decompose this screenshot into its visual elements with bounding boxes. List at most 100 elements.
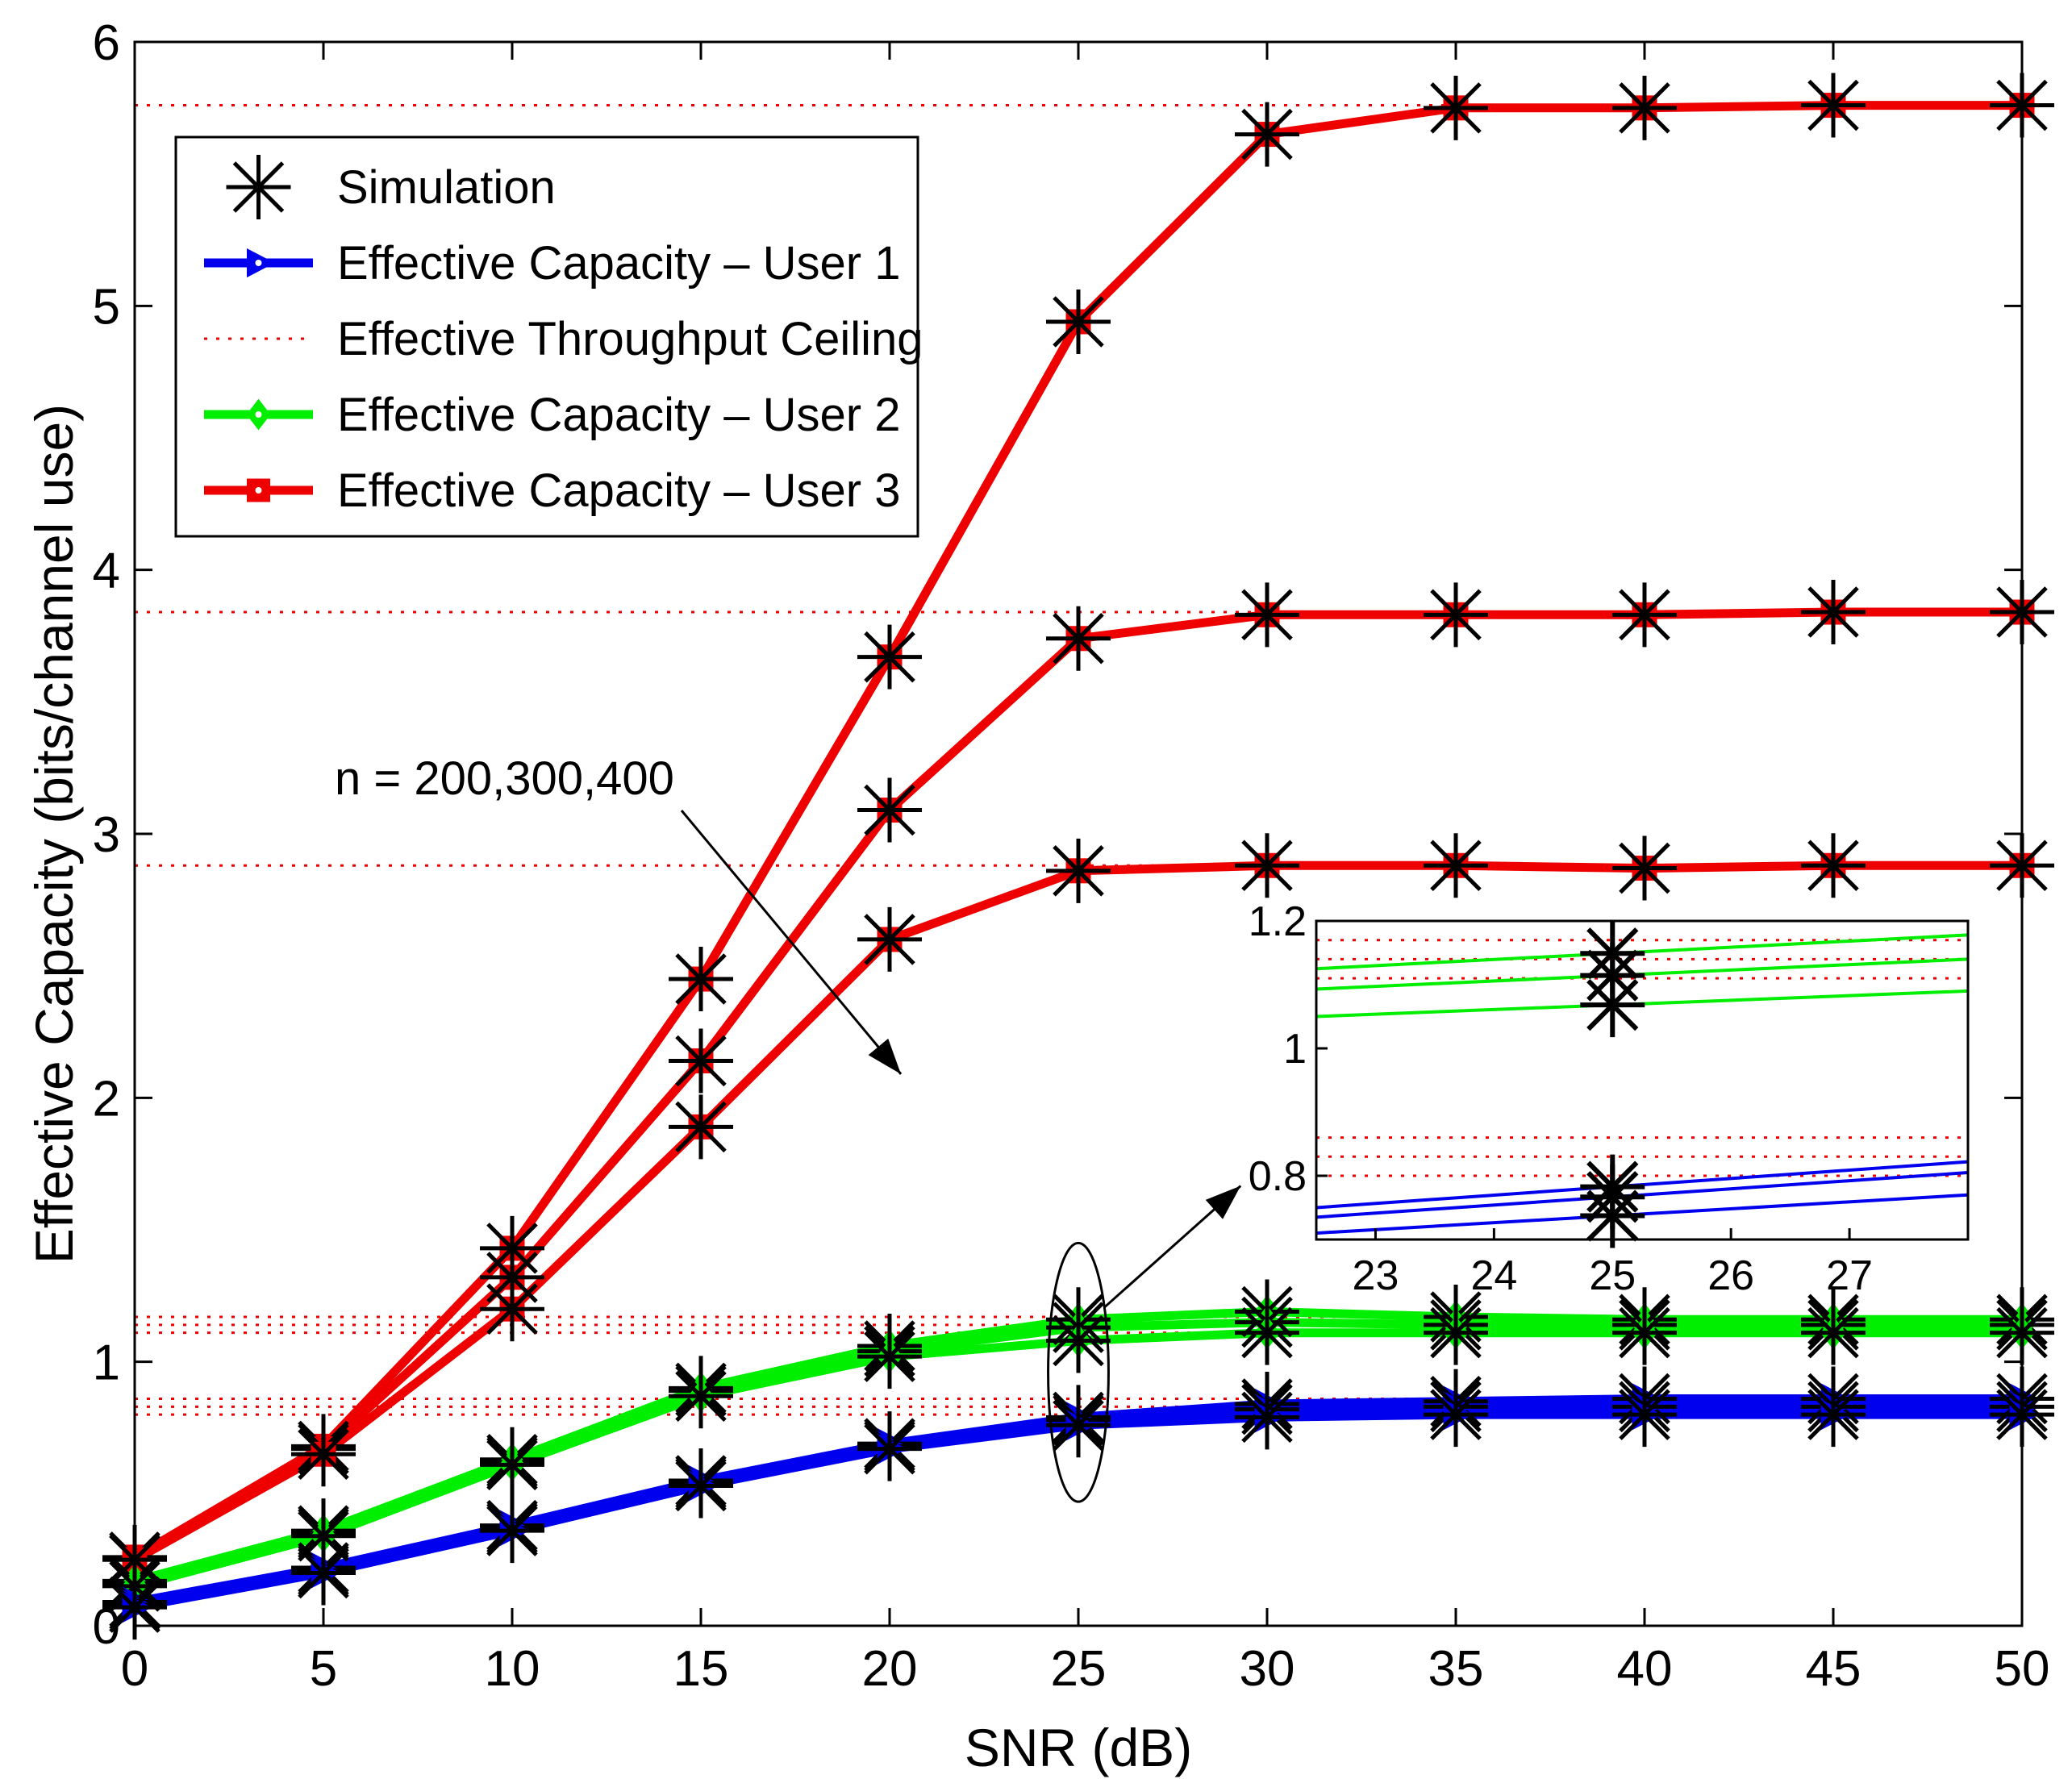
- legend-marker-center: [255, 260, 262, 266]
- legend-entry-user1: Effective Capacity – User 1: [204, 237, 900, 290]
- x-tick-label: 50: [1995, 1641, 2050, 1697]
- legend: Simulation Effective Capacity – User 1 Eff…: [174, 135, 923, 538]
- inset-zoom: 23 24 25 26 27 0.8 1 1.2: [1249, 898, 1970, 1299]
- y-axis-label: Effective Capacity (bits/channel use): [24, 404, 84, 1264]
- simulation-point: [669, 1453, 733, 1519]
- x-tick-label: 15: [673, 1641, 729, 1697]
- legend-entry-ceiling: Effective Throughput Ceiling: [204, 313, 923, 365]
- star-stroke: [1807, 840, 1859, 892]
- star-stroke: [1807, 79, 1859, 131]
- simulation-point: [291, 1540, 356, 1606]
- star-stroke: [298, 1547, 349, 1599]
- star-stroke: [1430, 589, 1482, 641]
- star-stroke: [298, 1428, 349, 1481]
- simulation-point: [669, 1028, 733, 1094]
- star-stroke: [1430, 840, 1482, 892]
- star-stroke: [864, 1331, 915, 1382]
- y-tick-label: 6: [93, 15, 120, 71]
- simulation-point: [857, 906, 922, 972]
- star-stroke: [1053, 613, 1104, 665]
- x-tick-label: 40: [1617, 1641, 1673, 1697]
- simulation-point: [669, 1094, 733, 1160]
- legend-entry-user3: Effective Capacity – User 3: [204, 465, 900, 517]
- simulation-point: [480, 1498, 544, 1564]
- x-tick-label: 30: [1240, 1641, 1295, 1697]
- inset-x-tick-label: 27: [1826, 1252, 1873, 1299]
- star-stroke: [1619, 589, 1670, 641]
- star-stroke: [1807, 1389, 1859, 1440]
- simulation-point: [1612, 1382, 1677, 1448]
- star-stroke: [1619, 1389, 1670, 1440]
- annotation-arrow-line: [680, 810, 903, 1075]
- star-stroke: [1430, 1306, 1482, 1359]
- annotations: n = 200,300,400: [335, 752, 1242, 1503]
- simulation-point: [1612, 1300, 1677, 1365]
- inset-background: [1316, 921, 1968, 1239]
- y-tick-label: 0: [93, 1599, 120, 1655]
- star-stroke: [232, 161, 285, 213]
- inset-x-tick-label: 23: [1353, 1252, 1399, 1299]
- legend-label: Effective Throughput Ceiling: [337, 313, 923, 365]
- star-stroke: [1053, 845, 1104, 897]
- simulation-point: [1424, 582, 1488, 648]
- simulation-point: [857, 624, 922, 690]
- simulation-point: [857, 1324, 922, 1389]
- x-tick-label: 20: [862, 1641, 918, 1697]
- simulation-point: [1235, 102, 1299, 167]
- simulation-point: [291, 1422, 356, 1487]
- star-stroke: [486, 1439, 538, 1491]
- simulation-point: [480, 1432, 544, 1498]
- x-axis-label: SNR (dB): [965, 1718, 1192, 1777]
- legend-label: Simulation: [337, 161, 556, 214]
- y-tick-label: 4: [93, 544, 120, 599]
- simulation-point: [669, 1364, 733, 1429]
- simulation-point: [1424, 1382, 1488, 1448]
- simulation-point: [1612, 75, 1677, 140]
- x-tick-label: 45: [1806, 1641, 1861, 1697]
- inset-y-tick-label: 1.2: [1249, 898, 1307, 945]
- legend-entry-user2: Effective Capacity – User 2: [204, 389, 900, 441]
- x-tick-label: 35: [1428, 1641, 1484, 1697]
- star-stroke: [864, 1423, 915, 1475]
- star-stroke: [1430, 1389, 1482, 1440]
- simulation-markers: [102, 73, 2054, 1640]
- simulation-point: [1046, 1308, 1111, 1373]
- star-stroke: [1586, 1189, 1639, 1242]
- simulation-point: [669, 947, 733, 1012]
- star-stroke: [1241, 1306, 1293, 1359]
- legend-marker-center: [255, 487, 262, 494]
- simulation-point: [1612, 835, 1677, 901]
- star-stroke: [486, 1505, 538, 1556]
- simulation-point: [1235, 833, 1299, 898]
- simulation-point: [1046, 606, 1111, 671]
- simulation-point: [1046, 1393, 1111, 1458]
- simulation-point: [1801, 580, 1866, 645]
- star-stroke: [1053, 1314, 1104, 1367]
- star-stroke: [675, 1370, 727, 1422]
- star-stroke: [1586, 979, 1639, 1031]
- annotation-arrow-head: [868, 1038, 902, 1074]
- zoom-region-ellipse: [1047, 1241, 1110, 1503]
- star-stroke: [1619, 1306, 1670, 1359]
- star-stroke: [864, 914, 915, 965]
- y-tick-label: 3: [93, 807, 120, 863]
- star-stroke: [1241, 840, 1293, 892]
- legend-box: [174, 135, 919, 538]
- simulation-point: [1235, 582, 1299, 648]
- star-stroke: [1241, 108, 1293, 160]
- star-stroke: [675, 953, 727, 1005]
- star-stroke: [1430, 82, 1482, 134]
- legend-simulation-symbol: [226, 155, 291, 219]
- inset-y-tick-label: 0.8: [1249, 1153, 1307, 1200]
- legend-label: Effective Capacity – User 1: [337, 237, 900, 290]
- inset-x-tick-label: 25: [1589, 1252, 1636, 1299]
- star-stroke: [1053, 296, 1104, 348]
- y-tick-label: 5: [93, 279, 120, 335]
- simulation-point: [857, 1416, 922, 1481]
- star-stroke: [1619, 82, 1670, 134]
- star-stroke: [1619, 842, 1670, 894]
- simulation-point: [1801, 1300, 1866, 1365]
- simulation-point: [1424, 1300, 1488, 1365]
- star-stroke: [675, 1460, 727, 1512]
